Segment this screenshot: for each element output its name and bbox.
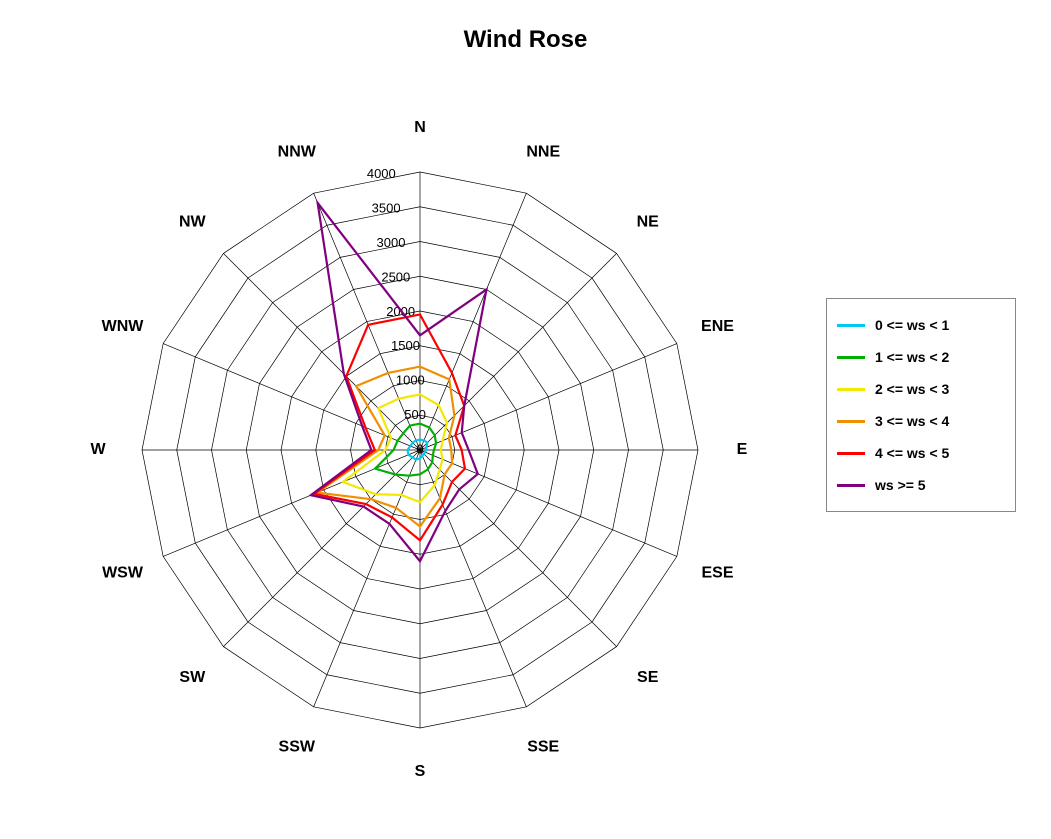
radial-tick-label: 1000 (396, 373, 425, 388)
direction-label: NW (179, 214, 207, 231)
legend-item: 1 <= ws < 2 (837, 341, 1005, 373)
legend-label: 0 <= ws < 1 (875, 317, 949, 333)
legend-swatch (837, 324, 865, 327)
legend-swatch (837, 356, 865, 359)
direction-label: SSW (279, 739, 316, 756)
grid-spoke (420, 450, 526, 707)
legend-item: 3 <= ws < 4 (837, 405, 1005, 437)
radial-tick-label: 3500 (372, 201, 401, 216)
legend-item: 4 <= ws < 5 (837, 437, 1005, 469)
direction-label: NNE (526, 144, 560, 161)
legend-item: ws >= 5 (837, 469, 1005, 501)
direction-label: E (737, 441, 748, 458)
direction-label: W (90, 441, 106, 458)
direction-label: SW (179, 669, 206, 686)
legend-swatch (837, 388, 865, 391)
grid-spoke (420, 344, 677, 450)
radial-tick-label: 4000 (367, 166, 396, 181)
legend-box: 0 <= ws < 1 1 <= ws < 2 2 <= ws < 3 3 <= ws… (826, 298, 1016, 512)
radial-tick-label: 500 (404, 407, 426, 422)
radial-tick-label: 2500 (381, 269, 410, 284)
direction-label: NNW (278, 144, 317, 161)
direction-label: WSW (102, 564, 144, 581)
direction-label: ESE (701, 564, 733, 581)
legend-label: ws >= 5 (875, 477, 926, 493)
grid-spoke (163, 344, 420, 450)
legend-swatch (837, 420, 865, 423)
direction-label: SE (637, 669, 659, 686)
legend-item: 2 <= ws < 3 (837, 373, 1005, 405)
legend-label: 1 <= ws < 2 (875, 349, 949, 365)
direction-label: SSE (527, 739, 559, 756)
chart-title: Wind Rose (0, 26, 1051, 54)
chart-svg: 05001000150020002500300035004000NNNENEEN… (30, 80, 810, 820)
wind-rose-chart: 05001000150020002500300035004000NNNENEEN… (30, 80, 810, 820)
legend-label: 4 <= ws < 5 (875, 445, 949, 461)
legend-swatch (837, 452, 865, 455)
direction-label: NE (637, 214, 660, 231)
legend-label: 3 <= ws < 4 (875, 413, 949, 429)
radial-tick-label: 1500 (391, 338, 420, 353)
direction-label: WNW (102, 318, 145, 335)
direction-label: ENE (701, 318, 734, 335)
grid-spoke (314, 450, 420, 707)
direction-label: N (414, 119, 426, 136)
legend-item: 0 <= ws < 1 (837, 309, 1005, 341)
legend-label: 2 <= ws < 3 (875, 381, 949, 397)
page-root: Wind Rose 050010001500200025003000350040… (0, 0, 1051, 839)
legend-swatch (837, 484, 865, 487)
grid-spoke (420, 450, 677, 556)
direction-label: S (415, 763, 426, 780)
radial-tick-label: 3000 (377, 235, 406, 250)
grid-spoke (420, 193, 526, 450)
